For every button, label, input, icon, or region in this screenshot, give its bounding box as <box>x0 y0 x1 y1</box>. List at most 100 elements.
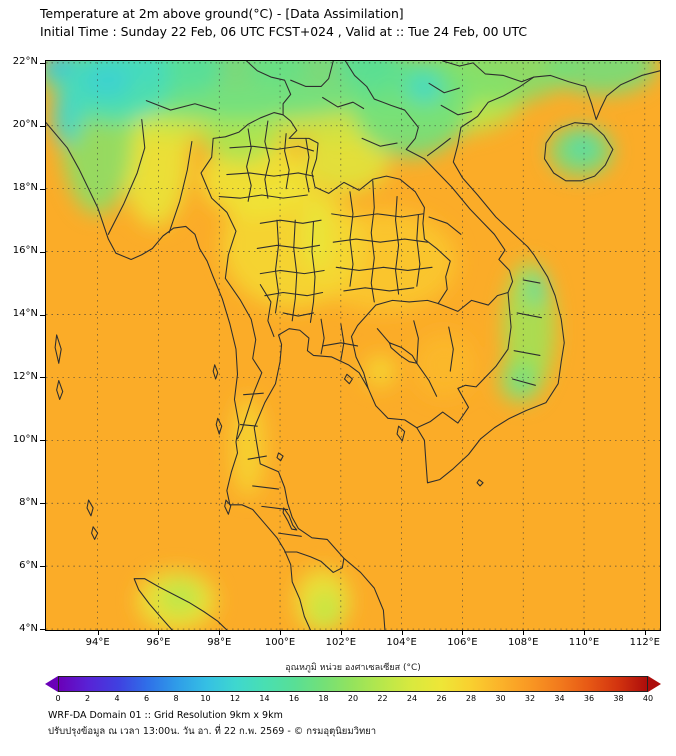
lon-tick-mark <box>158 631 159 635</box>
temp-region-north-thailand-mountains <box>204 106 278 164</box>
temp-region-highlands-cold-core <box>526 273 545 306</box>
border-laos-china <box>290 61 334 88</box>
map-title: Temperature at 2m above ground(°C) - [Da… <box>40 6 404 21</box>
temp-region-malaysia-highlands-core <box>310 591 341 630</box>
lat-tick-label: 4°N <box>19 622 38 634</box>
province-boundaries-neighbors <box>107 82 542 397</box>
lat-tick-label: 18°N <box>12 182 38 194</box>
temp-region-top-left-cold-core <box>82 61 132 100</box>
small-islands <box>54 334 484 540</box>
coastline-west <box>46 122 311 630</box>
lat-tick-mark <box>40 252 45 253</box>
colorbar-tick-label: 34 <box>554 694 565 703</box>
colorbar-max-arrow <box>648 676 661 692</box>
colorbar-label: อุณหภูมิ หน่วย องศาเซลเซียส (°C) <box>285 663 421 673</box>
temp-region-northwest-corner-cold <box>46 61 75 81</box>
lat-tick-mark <box>40 566 45 567</box>
border-myanmar-thailand <box>200 112 284 440</box>
temp-region-chin-hills-cold-core <box>52 88 83 145</box>
colorbar-tick-label: 4 <box>114 694 120 703</box>
lat-tick-label: 22°N <box>12 56 38 68</box>
colorbar-tick-label: 26 <box>436 694 447 703</box>
lat-tick-mark <box>40 503 45 504</box>
colorbar-tick-label: 12 <box>229 694 241 703</box>
colorbar-tick-label: 32 <box>524 694 536 703</box>
colorbar: 0 2 4 6 8 10 12 14 16 18 20 22 24 26 28 30 32 34 36 38 40 <box>45 676 661 703</box>
temp-region-east-cambodia-warm <box>413 333 475 397</box>
province-boundaries-thailand <box>218 120 433 537</box>
border-cambodia-vietnam <box>416 291 512 429</box>
lat-tick-mark <box>40 63 45 64</box>
lon-tick-label: 104°E <box>386 637 417 648</box>
lon-tick-mark <box>219 631 220 635</box>
lon-tick-label: 106°E <box>447 637 478 648</box>
map-subtitle: Initial Time : Sunday 22 Feb, 06 UTC FCS… <box>40 24 528 39</box>
colorbar-min-arrow <box>45 676 58 692</box>
lon-tick-label: 94°E <box>85 637 110 648</box>
lon-tick-mark <box>280 631 281 635</box>
footer-domain-info: WRF-DA Domain 01 :: Grid Resolution 9km … <box>48 710 283 721</box>
colorbar-tick-label: 6 <box>143 694 150 703</box>
lakes <box>282 342 418 531</box>
colorbar-tick-label: 14 <box>259 694 270 703</box>
lon-tick-mark <box>402 631 403 635</box>
lat-tick-mark <box>40 315 45 316</box>
lat-tick-label: 10°N <box>12 433 38 445</box>
temp-region-kachin-cold-spot <box>125 61 168 81</box>
temp-region-dalat-cold-core <box>512 372 531 392</box>
border-myanmar-china-laos <box>246 61 292 116</box>
tonle-sap-lake <box>388 342 418 364</box>
temp-region-golden-triangle-cold-spot <box>246 61 308 87</box>
sumatra-outline <box>133 578 228 630</box>
lon-tick-mark <box>645 631 646 635</box>
lat-tick-label: 6°N <box>19 559 38 571</box>
lon-tick-label: 102°E <box>325 637 357 648</box>
colorbar-tick-label: 40 <box>642 694 654 703</box>
colorbar-gradient <box>58 676 648 692</box>
border-thailand-malaysia <box>284 551 345 573</box>
colorbar-tick-label: 10 <box>200 694 211 703</box>
lat-tick-label: 12°N <box>12 370 38 382</box>
temp-region-sipsongpanna-cold-spot <box>337 61 399 89</box>
temp-region-cardamom-mountains <box>365 355 396 387</box>
songkhla-lake <box>282 507 298 531</box>
lat-tick-mark <box>40 377 45 378</box>
lat-tick-label: 14°N <box>12 308 38 320</box>
admin-boundaries <box>46 61 660 630</box>
temp-region-hainan-cold-core <box>568 136 597 159</box>
lon-tick-mark <box>98 631 99 635</box>
lon-tick-mark <box>341 631 342 635</box>
lat-tick-label: 8°N <box>19 496 38 508</box>
lat-tick-mark <box>40 629 45 630</box>
lon-tick-mark <box>523 631 524 635</box>
temp-region-top-right-china-hills <box>547 61 657 95</box>
hainan-island-outline <box>543 122 614 182</box>
lon-tick-label: 98°E <box>207 637 232 648</box>
colorbar-tick-label: 24 <box>406 694 418 703</box>
colorbar-tick-label: 30 <box>495 694 506 703</box>
colorbar-tick-label: 18 <box>318 694 329 703</box>
footer-update-info: ปรับปรุงข้อมูล ณ เวลา 13:00น. วัน อา. ที… <box>48 726 377 737</box>
map-canvas <box>45 60 661 631</box>
colorbar-tick-label: 0 <box>55 694 61 703</box>
border-vietnam-china <box>442 61 535 83</box>
colorbar-tick-label: 2 <box>84 694 91 703</box>
colorbar-tick-label: 16 <box>288 694 300 703</box>
colorbar-tick-label: 8 <box>173 694 179 703</box>
lon-tick-mark <box>584 631 585 635</box>
lat-tick-mark <box>40 189 45 190</box>
lat-tick-mark <box>40 440 45 441</box>
border-cambodia-laos <box>437 291 509 312</box>
colorbar-tick-label: 22 <box>377 694 388 703</box>
temperature-blobs <box>46 61 657 630</box>
grid-lines <box>46 61 660 630</box>
lon-tick-label: 112°E <box>629 637 660 648</box>
lat-tick-mark <box>40 126 45 127</box>
colorbar-tick-label: 36 <box>583 694 595 703</box>
country-borders <box>200 61 535 573</box>
lon-tick-label: 100°E <box>264 637 296 648</box>
colorbar-tick-label: 28 <box>465 694 477 703</box>
colorbar-tick-label: 20 <box>347 694 359 703</box>
colorbar-tick-label: 38 <box>613 694 624 703</box>
